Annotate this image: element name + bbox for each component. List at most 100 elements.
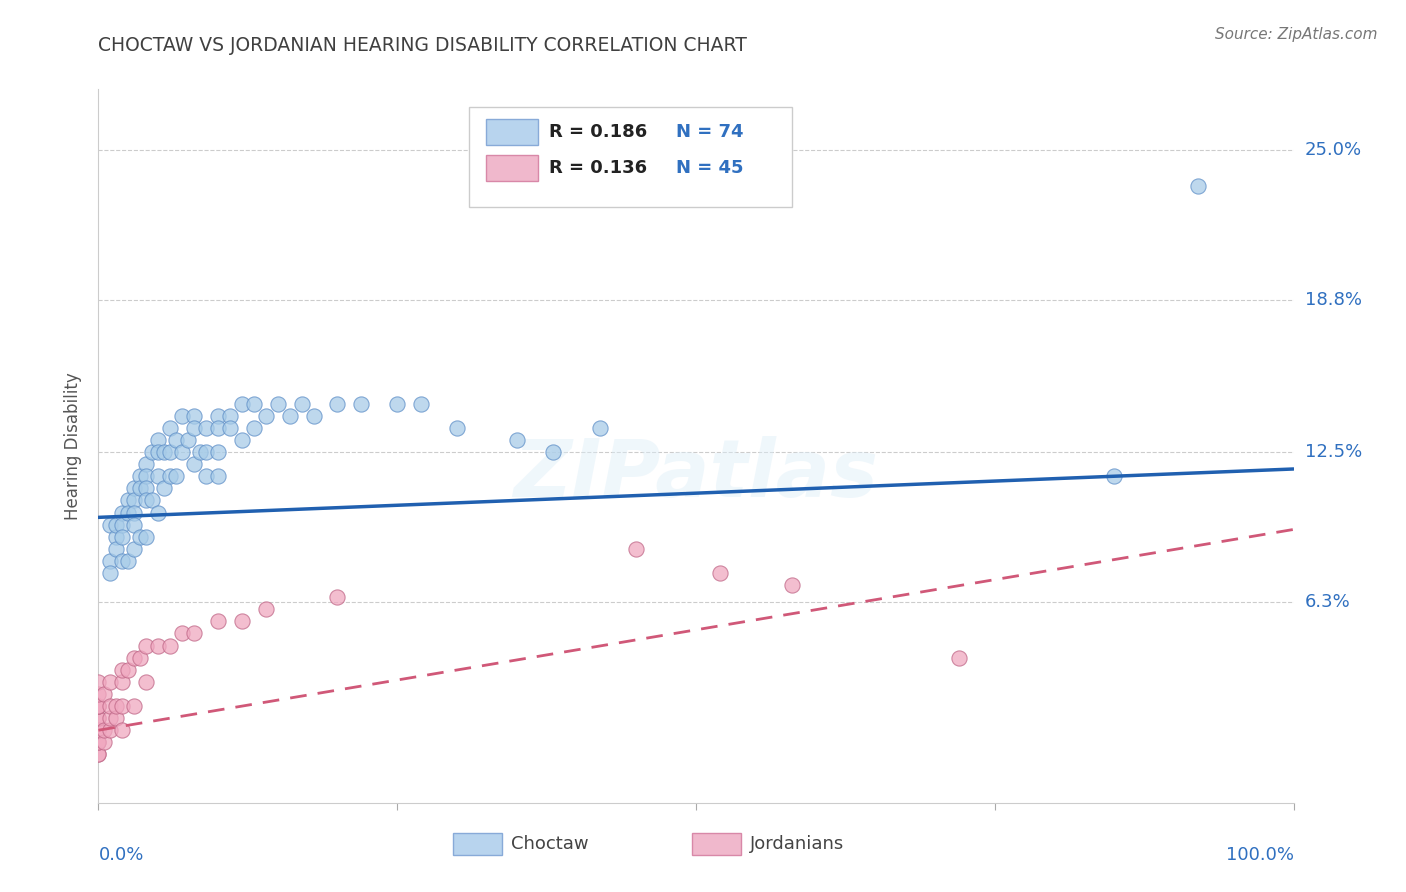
Point — [385, 397, 409, 411]
Point — [159, 469, 181, 483]
Y-axis label: Hearing Disability: Hearing Disability — [65, 372, 83, 520]
Point — [159, 639, 181, 653]
Point — [117, 506, 139, 520]
Point — [207, 409, 229, 423]
Point — [87, 735, 110, 749]
Point — [135, 639, 157, 653]
Point — [177, 433, 200, 447]
Point — [148, 469, 170, 483]
Point — [98, 517, 122, 532]
Point — [231, 433, 253, 447]
Point — [153, 481, 176, 495]
FancyBboxPatch shape — [485, 120, 538, 145]
Point — [243, 421, 266, 435]
Point — [1187, 178, 1209, 193]
Text: N = 74: N = 74 — [676, 123, 744, 141]
Point — [243, 397, 266, 411]
Point — [148, 506, 170, 520]
FancyBboxPatch shape — [453, 833, 502, 855]
Point — [124, 541, 146, 556]
Text: R = 0.186: R = 0.186 — [548, 123, 647, 141]
FancyBboxPatch shape — [692, 833, 741, 855]
Text: 6.3%: 6.3% — [1305, 593, 1350, 611]
Point — [93, 723, 115, 738]
Point — [231, 615, 253, 629]
Point — [148, 433, 170, 447]
Point — [195, 469, 218, 483]
Text: 12.5%: 12.5% — [1305, 443, 1362, 461]
Point — [111, 663, 134, 677]
Text: R = 0.136: R = 0.136 — [548, 159, 647, 177]
Point — [87, 674, 110, 689]
Point — [135, 493, 157, 508]
Point — [780, 578, 803, 592]
Point — [135, 674, 157, 689]
Point — [183, 457, 205, 471]
Point — [254, 409, 277, 423]
Point — [111, 723, 134, 738]
Point — [105, 530, 128, 544]
Point — [267, 397, 290, 411]
Point — [159, 421, 181, 435]
Point — [111, 517, 134, 532]
Point — [183, 409, 205, 423]
Point — [1104, 469, 1126, 483]
Point — [129, 530, 152, 544]
Point — [589, 421, 612, 435]
Point — [172, 409, 194, 423]
Point — [87, 687, 110, 701]
Point — [141, 445, 163, 459]
Point — [87, 723, 110, 738]
Point — [111, 506, 134, 520]
Point — [165, 469, 187, 483]
Point — [302, 409, 325, 423]
Point — [87, 699, 110, 714]
Point — [135, 469, 157, 483]
Point — [87, 723, 110, 738]
Point — [124, 699, 146, 714]
Point — [326, 397, 349, 411]
Point — [709, 566, 731, 580]
Point — [141, 493, 163, 508]
Point — [135, 457, 157, 471]
Text: Jordanians: Jordanians — [749, 835, 844, 853]
Point — [446, 421, 468, 435]
Point — [111, 674, 134, 689]
Point — [411, 397, 433, 411]
Point — [183, 626, 205, 640]
Point — [117, 663, 139, 677]
Point — [172, 445, 194, 459]
Text: 18.8%: 18.8% — [1305, 291, 1361, 309]
Point — [98, 723, 122, 738]
Point — [124, 517, 146, 532]
Text: 25.0%: 25.0% — [1305, 141, 1362, 159]
Point — [87, 747, 110, 762]
Point — [207, 469, 229, 483]
Point — [207, 445, 229, 459]
Point — [291, 397, 314, 411]
Point — [87, 723, 110, 738]
Point — [254, 602, 277, 616]
Point — [541, 445, 564, 459]
Point — [207, 615, 229, 629]
Point — [188, 445, 211, 459]
Text: ZIPatlas: ZIPatlas — [513, 435, 879, 514]
Point — [111, 699, 134, 714]
Point — [506, 433, 529, 447]
Point — [98, 674, 122, 689]
Point — [948, 650, 970, 665]
Point — [124, 481, 146, 495]
Text: 0.0%: 0.0% — [98, 847, 143, 864]
Point — [207, 421, 229, 435]
Point — [105, 517, 128, 532]
Point — [87, 711, 110, 725]
Point — [172, 626, 194, 640]
Point — [98, 566, 122, 580]
Point — [183, 421, 205, 435]
Text: 100.0%: 100.0% — [1226, 847, 1294, 864]
Point — [278, 409, 301, 423]
Point — [219, 421, 242, 435]
Point — [87, 735, 110, 749]
FancyBboxPatch shape — [485, 155, 538, 180]
Point — [326, 590, 349, 604]
